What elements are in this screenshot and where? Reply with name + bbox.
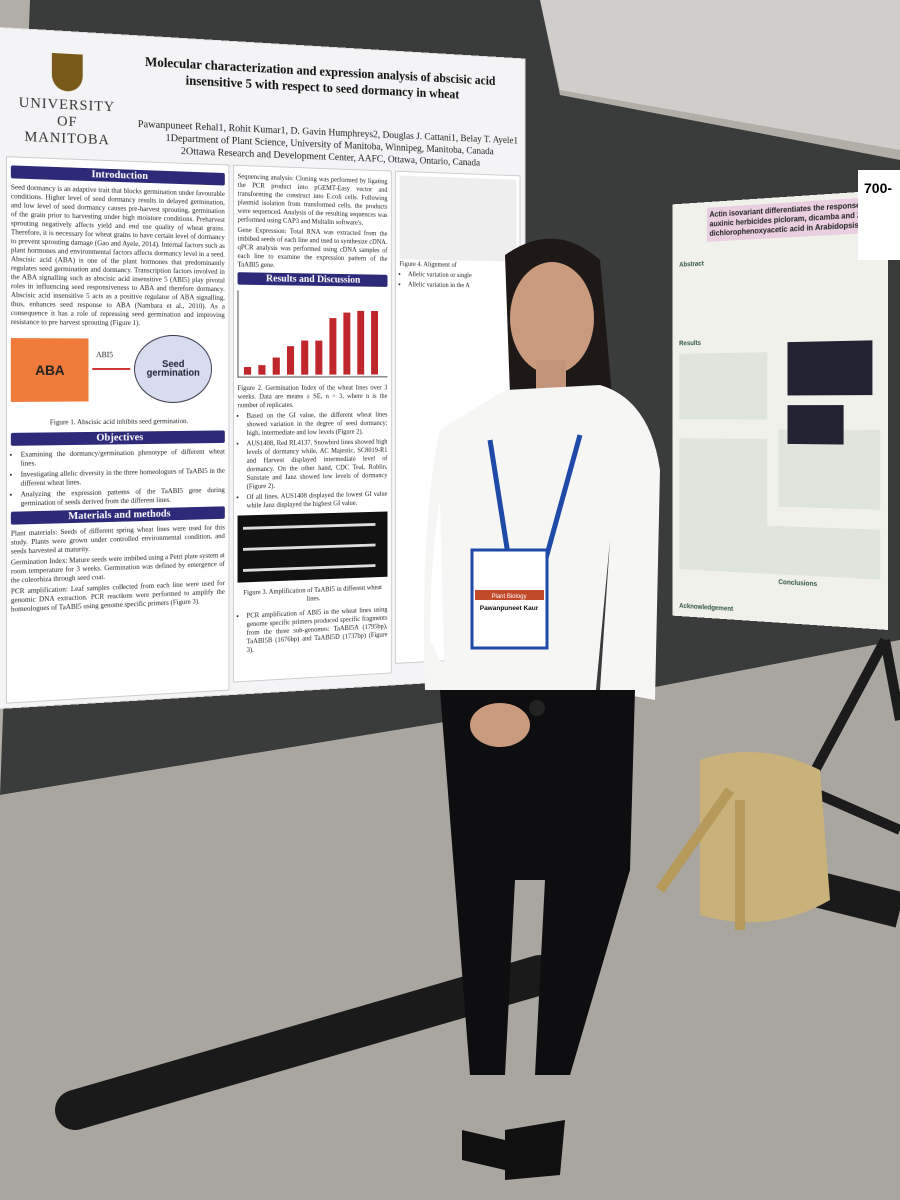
shape bbox=[440, 690, 635, 1075]
shape bbox=[470, 703, 530, 747]
person: Plant Biology Pawanpuneet Kaur bbox=[424, 239, 660, 1180]
shape bbox=[820, 890, 900, 910]
shape bbox=[462, 1120, 565, 1180]
shape bbox=[810, 640, 885, 780]
badge-name: Pawanpuneet Kaur bbox=[480, 605, 539, 612]
tripod bbox=[810, 640, 900, 830]
shape bbox=[885, 640, 900, 720]
badge-event: Plant Biology bbox=[491, 594, 526, 600]
backpack bbox=[660, 752, 830, 930]
shape bbox=[510, 262, 594, 374]
shape bbox=[820, 795, 900, 830]
shape bbox=[700, 752, 830, 922]
shape bbox=[424, 385, 660, 700]
shape bbox=[529, 700, 545, 716]
